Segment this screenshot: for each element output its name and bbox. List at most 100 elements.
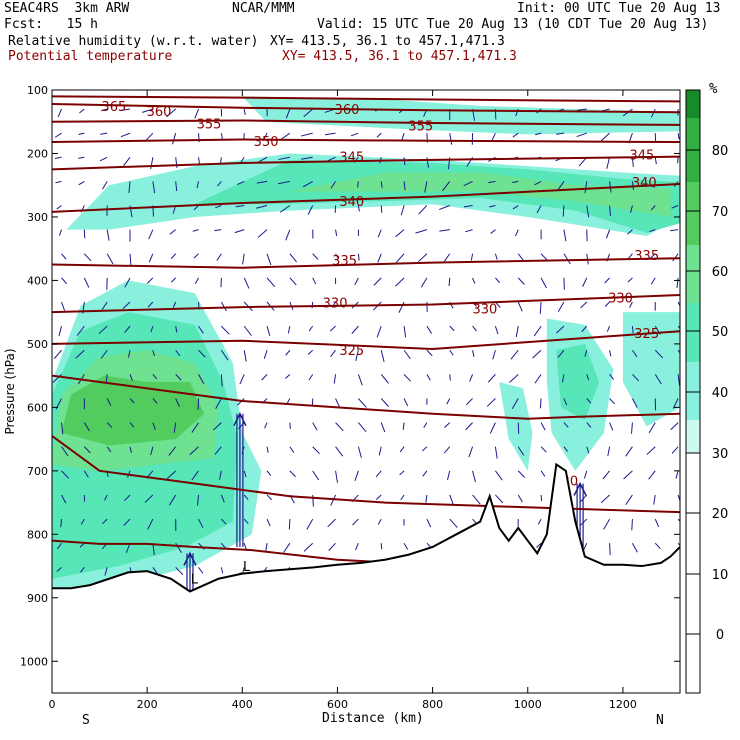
wind-vector xyxy=(99,156,108,162)
wind-vector xyxy=(511,398,519,409)
wind-vector xyxy=(380,398,389,407)
wind-vector xyxy=(517,494,523,503)
wind-vector xyxy=(312,422,318,431)
wind-vector xyxy=(510,349,519,360)
wind-vector xyxy=(312,277,317,285)
wind-vector xyxy=(150,157,154,170)
wind-vector xyxy=(258,156,268,163)
wind-vector xyxy=(355,543,359,551)
wind-vector xyxy=(650,205,656,211)
y-tick-label: 600 xyxy=(27,401,48,414)
terrain-outline: LL xyxy=(52,462,680,693)
wind-vector xyxy=(239,374,245,385)
wind-vector xyxy=(534,180,542,186)
wind-vector xyxy=(449,325,455,332)
wind-vector xyxy=(609,398,616,405)
rh-region xyxy=(242,96,680,135)
wind-vector xyxy=(583,470,588,479)
wind-vector xyxy=(495,470,503,481)
theta-label: 330 xyxy=(473,302,498,317)
wind-vector xyxy=(175,398,180,408)
wind-vector xyxy=(446,398,451,405)
wind-vector xyxy=(494,253,498,260)
wind-vector xyxy=(58,326,63,337)
wind-vector xyxy=(472,470,476,483)
wind-vector xyxy=(380,350,385,362)
wind-vector xyxy=(584,181,588,194)
wind-vector xyxy=(609,205,612,216)
wind-vector xyxy=(335,398,341,409)
wind-vector xyxy=(650,253,656,259)
colorbar-tick-label: 30 xyxy=(712,447,729,462)
wind-vector xyxy=(219,470,222,480)
wind-vector xyxy=(536,205,542,214)
wind-vector xyxy=(654,518,660,528)
wind-vector xyxy=(515,326,519,338)
wind-vector xyxy=(631,326,634,334)
wind-vector xyxy=(235,205,245,208)
wind-vector xyxy=(495,277,501,284)
wind-vector xyxy=(79,542,85,548)
wind-vector xyxy=(605,229,611,239)
wind-vector xyxy=(194,277,199,284)
theta-label: 335 xyxy=(332,254,357,269)
wind-vector xyxy=(561,374,565,383)
colorbar-segment xyxy=(686,245,700,303)
wind-vector xyxy=(83,470,89,478)
wind-vector xyxy=(286,398,291,405)
wind-vector xyxy=(214,229,222,232)
wind-vector xyxy=(580,494,588,502)
wind-vector xyxy=(632,349,638,358)
wind-vector xyxy=(169,229,177,235)
wind-vector xyxy=(172,133,177,145)
wind-vector xyxy=(670,422,679,431)
theta-contour xyxy=(52,330,680,350)
y-tick-label: 300 xyxy=(27,211,48,224)
wind-vector xyxy=(152,422,156,430)
colorbar-tick-label: 40 xyxy=(712,386,729,401)
wind-vector xyxy=(582,277,588,287)
wind-vector xyxy=(148,229,154,240)
x-tick-label: 0 xyxy=(49,698,56,711)
wind-vector xyxy=(237,398,245,406)
wind-vector xyxy=(335,470,338,483)
wind-vector xyxy=(418,205,428,215)
wind-vector xyxy=(627,229,633,235)
theta-label: 365 xyxy=(101,100,126,115)
wind-vector xyxy=(280,132,291,140)
wind-vector xyxy=(650,108,656,118)
wind-vector xyxy=(606,325,611,332)
wind-vector xyxy=(220,542,226,549)
wind-vector xyxy=(631,157,634,168)
wind-vector xyxy=(220,133,223,140)
wind-vector xyxy=(56,542,62,550)
wind-vector xyxy=(76,325,85,336)
wind-vector xyxy=(444,422,451,428)
wind-vector xyxy=(586,374,590,381)
wind-vector xyxy=(124,325,131,333)
wind-vector xyxy=(242,253,245,265)
wind-vector xyxy=(609,374,615,380)
wind-vector xyxy=(189,446,199,456)
wind-vector xyxy=(198,518,204,528)
wind-vector xyxy=(100,132,108,135)
wind-vector xyxy=(129,253,132,266)
wind-vector xyxy=(402,422,405,430)
wind-vector xyxy=(646,446,656,455)
wind-vector xyxy=(196,494,200,506)
wind-vector xyxy=(240,157,245,164)
theta-label: 330 xyxy=(608,292,633,307)
wind-vector xyxy=(512,132,519,138)
x-tick-label: 400 xyxy=(232,698,253,711)
wind-vector xyxy=(278,180,290,185)
wind-vector xyxy=(399,470,405,476)
x-axis-label: Distance (km) xyxy=(322,711,424,726)
field-theta-label: Potential temperature xyxy=(8,49,173,64)
wind-vector xyxy=(78,180,85,186)
wind-vector xyxy=(586,205,590,218)
wind-vector xyxy=(555,132,564,135)
wind-vector xyxy=(517,277,525,285)
wind-vector xyxy=(534,374,542,384)
wind-vector xyxy=(563,229,567,242)
wind-vector xyxy=(220,494,225,503)
